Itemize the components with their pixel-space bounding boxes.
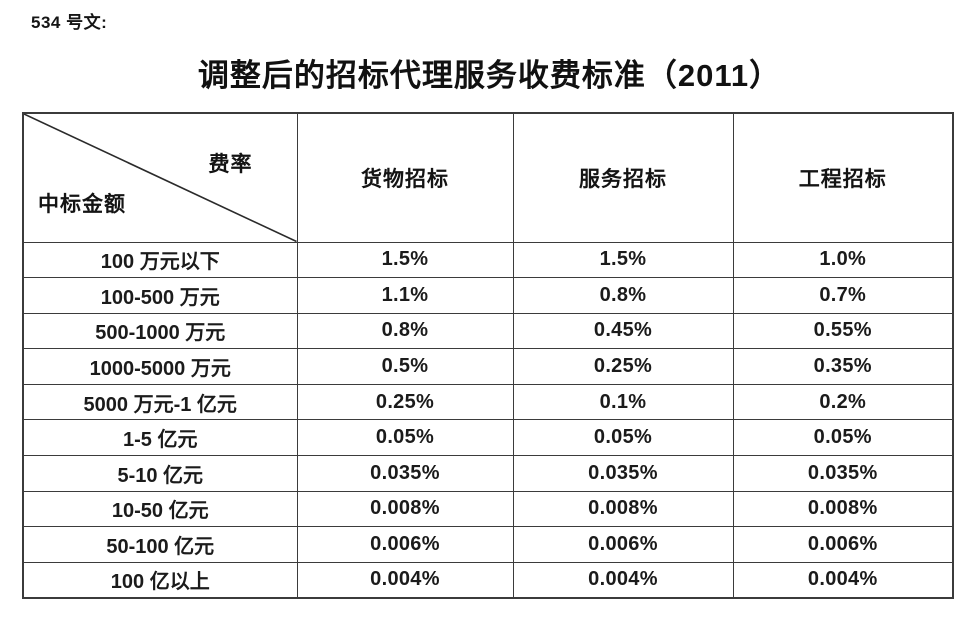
fee-rate-table: 费率 中标金额 货物招标 服务招标 工程招标 100 万元以下 1.5% 1.5… [22,112,954,599]
amount-cell: 1-5 亿元 [22,419,298,457]
amount-cell: 50-100 亿元 [22,526,298,563]
amount-cell: 5-10 亿元 [22,455,298,492]
corner-label-rate: 费率 [208,151,253,176]
rate-cell: 0.006% [732,526,954,563]
rate-cell: 0.55% [732,312,954,350]
table-row: 100 亿以上 0.004% 0.004% 0.004% [22,561,954,599]
rate-cell: 0.008% [732,490,954,528]
table-row: 500-1000 万元 0.8% 0.45% 0.55% [22,312,954,350]
corner-header-cell: 费率 中标金额 [22,112,298,243]
rate-cell: 0.1% [512,383,734,421]
rate-cell: 1.1% [296,277,514,314]
amount-cell: 10-50 亿元 [22,490,298,528]
rate-cell: 0.006% [512,526,734,563]
amount-cell: 5000 万元-1 亿元 [22,383,298,421]
column-header-services: 服务招标 [512,112,734,243]
amount-cell: 100 亿以上 [22,561,298,599]
rate-cell: 0.035% [512,455,734,492]
table-row: 50-100 亿元 0.006% 0.006% 0.006% [22,526,954,563]
table-header-row: 费率 中标金额 货物招标 服务招标 工程招标 [22,112,954,243]
rate-cell: 0.006% [296,526,514,563]
rate-cell: 0.05% [512,419,734,457]
rate-cell: 0.35% [732,348,954,385]
rate-cell: 0.035% [296,455,514,492]
rate-cell: 0.2% [732,383,954,421]
rate-cell: 0.035% [732,455,954,492]
rate-cell: 0.004% [732,561,954,599]
rate-cell: 0.7% [732,277,954,314]
table-row: 5000 万元-1 亿元 0.25% 0.1% 0.2% [22,383,954,421]
rate-cell: 0.05% [732,419,954,457]
rate-cell: 0.25% [296,383,514,421]
rate-cell: 0.25% [512,348,734,385]
amount-cell: 100 万元以下 [22,241,298,279]
rate-cell: 0.5% [296,348,514,385]
rate-cell: 1.5% [512,241,734,279]
rate-cell: 0.004% [296,561,514,599]
table-row: 5-10 亿元 0.035% 0.035% 0.035% [22,455,954,492]
page-title: 调整后的招标代理服务收费标准（2011） [197,58,782,93]
rate-cell: 0.45% [512,312,734,350]
rate-cell: 1.5% [296,241,514,279]
rate-cell: 0.008% [296,490,514,528]
amount-cell: 100-500 万元 [22,277,298,314]
column-header-engineering: 工程招标 [732,112,954,243]
doc-number-label: 534 号文: [31,13,108,32]
table-row: 100 万元以下 1.5% 1.5% 1.0% [22,241,954,279]
rate-cell: 0.004% [512,561,734,599]
diagonal-divider-line [24,114,297,242]
table-row: 10-50 亿元 0.008% 0.008% 0.008% [22,490,954,528]
rate-cell: 0.008% [512,490,734,528]
table-row: 1000-5000 万元 0.5% 0.25% 0.35% [22,348,954,385]
rate-cell: 1.0% [732,241,954,279]
corner-label-amount: 中标金额 [38,190,126,216]
table-row: 100-500 万元 1.1% 0.8% 0.7% [22,277,954,314]
rate-cell: 0.05% [296,419,514,457]
rate-cell: 0.8% [512,277,734,314]
rate-cell: 0.8% [296,312,514,350]
column-header-goods: 货物招标 [296,112,514,243]
table-row: 1-5 亿元 0.05% 0.05% 0.05% [22,419,954,457]
amount-cell: 1000-5000 万元 [22,348,298,385]
amount-cell: 500-1000 万元 [22,312,298,350]
